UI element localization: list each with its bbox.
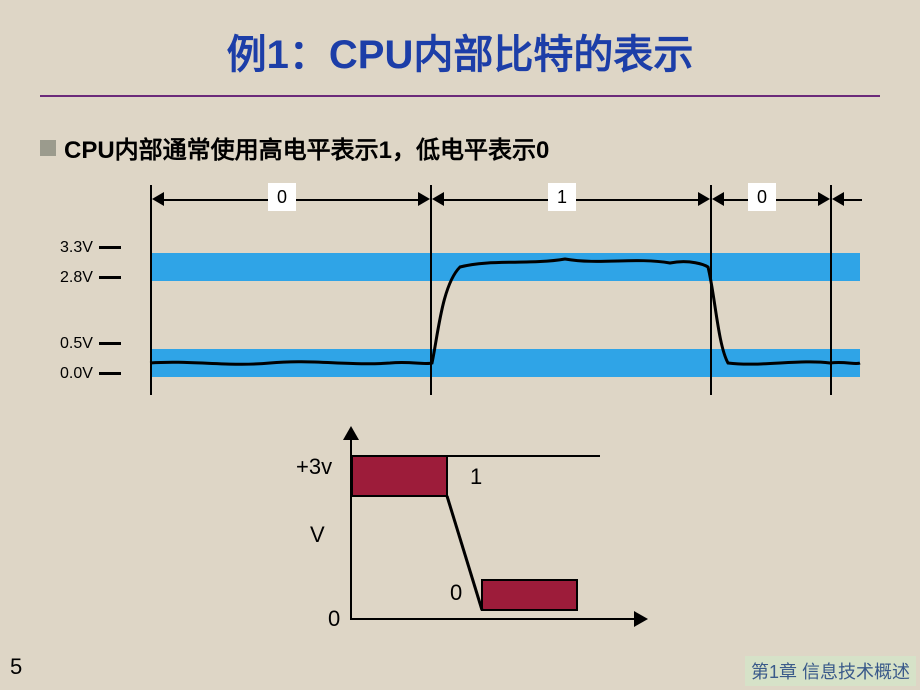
label-V: V — [310, 522, 325, 548]
footer-chapter: 第1章 信息技术概述 — [745, 656, 916, 686]
label-one: 1 — [470, 464, 482, 490]
signal-waveform — [60, 185, 860, 405]
slide-number: 5 — [10, 654, 22, 680]
label-zero: 0 — [450, 580, 462, 606]
bullet-square-icon — [40, 140, 56, 156]
slide-title-text: 例1：CPU内部比特的表示 — [227, 33, 694, 77]
bullet-text: CPU内部通常使用高电平表示1，低电平表示0 — [64, 130, 549, 165]
waveform-diagram: 3.3V 2.8V 0.5V 0.0V 0 1 0 — [60, 185, 860, 405]
title-underline — [40, 95, 880, 97]
bullet-row: CPU内部通常使用高电平表示1，低电平表示0 — [40, 130, 549, 165]
label-plus3v: +3v — [296, 454, 332, 480]
voltage-step-chart: +3v V 0 1 0 — [290, 430, 650, 640]
high-level-block — [352, 456, 447, 496]
low-level-block — [482, 580, 577, 610]
step-shape — [290, 430, 650, 640]
label-origin-0: 0 — [328, 606, 340, 632]
slide-title: 例1：CPU内部比特的表示 — [0, 22, 920, 80]
